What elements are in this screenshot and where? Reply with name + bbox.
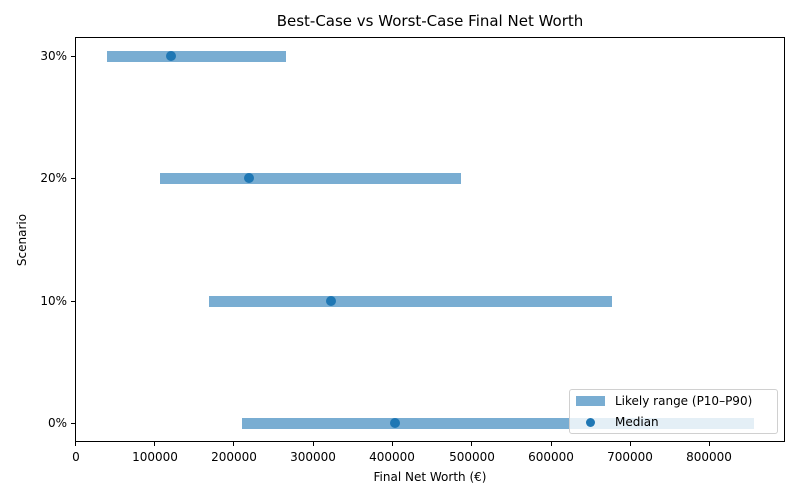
x-tick-mark xyxy=(471,442,472,446)
x-tick-label: 300000 xyxy=(290,450,336,464)
plot-area xyxy=(75,37,785,442)
range-bar-30pct xyxy=(107,51,286,62)
x-tick-mark xyxy=(154,442,155,446)
x-tick-label: 700000 xyxy=(607,450,653,464)
x-tick-label: 0 xyxy=(72,450,80,464)
x-tick-label: 800000 xyxy=(686,450,732,464)
y-tick-label: 20% xyxy=(40,171,67,185)
median-marker-30pct xyxy=(166,51,176,61)
y-tick-label: 30% xyxy=(40,49,67,63)
x-tick-mark xyxy=(551,442,552,446)
x-tick-label: 600000 xyxy=(528,450,574,464)
x-tick-label: 100000 xyxy=(132,450,178,464)
legend-label: Likely range (P10–P90) xyxy=(615,394,753,408)
y-tick-label: 10% xyxy=(40,294,67,308)
y-tick-mark xyxy=(71,178,75,179)
median-marker-0pct xyxy=(390,418,400,428)
x-tick-label: 400000 xyxy=(369,450,415,464)
median-dot-icon xyxy=(586,417,595,427)
y-tick-label: 0% xyxy=(47,416,67,430)
range-bar-0pct xyxy=(242,418,754,429)
x-tick-label: 200000 xyxy=(211,450,257,464)
legend: Likely range (P10–P90) Median xyxy=(569,389,778,434)
range-swatch-icon xyxy=(576,396,605,406)
x-axis-label: Final Net Worth (€) xyxy=(373,470,487,484)
y-tick-mark xyxy=(71,301,75,302)
median-marker-wrap xyxy=(576,417,605,427)
chart-title: Best-Case vs Worst-Case Final Net Worth xyxy=(276,12,584,30)
x-tick-label: 500000 xyxy=(449,450,495,464)
median-marker-10pct xyxy=(326,296,336,306)
legend-entry-median: Median xyxy=(576,414,659,430)
y-axis-label: Scenario xyxy=(15,213,29,267)
legend-entry-range: Likely range (P10–P90) xyxy=(576,393,752,409)
median-marker-20pct xyxy=(244,173,254,183)
x-tick-mark xyxy=(233,442,234,446)
x-tick-mark xyxy=(313,442,314,446)
range-bar-20pct xyxy=(160,173,461,184)
y-tick-mark xyxy=(71,56,75,57)
legend-label: Median xyxy=(615,415,659,429)
range-bar-10pct xyxy=(209,296,612,307)
x-tick-mark xyxy=(709,442,710,446)
x-tick-mark xyxy=(75,442,76,446)
x-tick-mark xyxy=(630,442,631,446)
y-tick-mark xyxy=(71,423,75,424)
x-tick-mark xyxy=(392,442,393,446)
